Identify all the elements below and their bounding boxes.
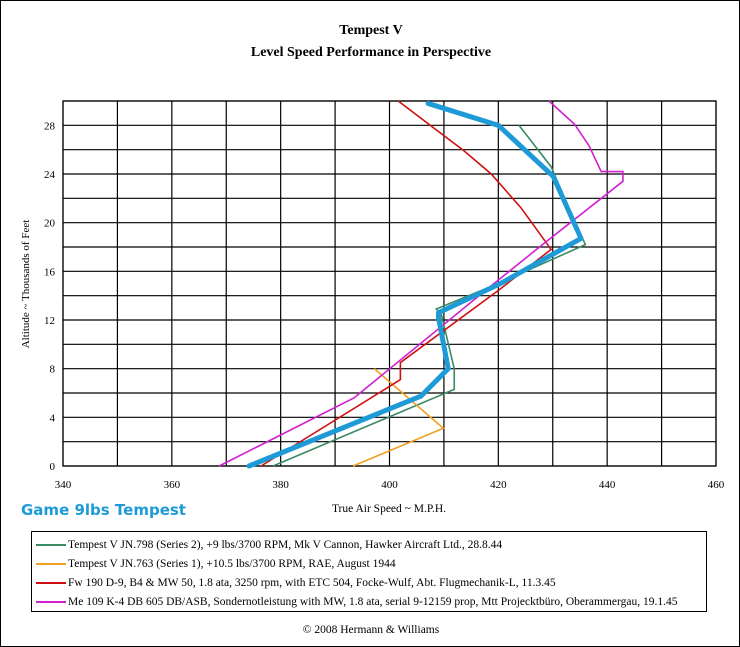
legend-label: Me 109 K-4 DB 605 DB/ASB, Sondernotleist… bbox=[68, 595, 678, 608]
legend-swatch bbox=[36, 543, 66, 546]
x-tick-label: 340 bbox=[55, 479, 72, 491]
game-overlay-line bbox=[246, 100, 584, 469]
plot-border bbox=[62, 100, 717, 467]
x-tick-label: 400 bbox=[381, 479, 398, 491]
legend-item: Me 109 K-4 DB 605 DB/ASB, Sondernotleist… bbox=[36, 592, 706, 611]
y-tick-label: 28 bbox=[44, 120, 56, 132]
copyright: © 2008 Hermann & Williams bbox=[302, 624, 440, 636]
legend-swatch bbox=[36, 562, 66, 565]
x-tick-label: 420 bbox=[490, 479, 507, 491]
y-axis-label: Altitude ~ Thousands of Feet bbox=[20, 220, 32, 349]
y-tick-label: 16 bbox=[44, 266, 56, 278]
x-axis-label: True Air Speed ~ M.P.H. bbox=[332, 503, 446, 515]
y-tick-label: 12 bbox=[44, 315, 55, 327]
legend-item: Tempest V JN.798 (Series 2), +9 lbs/3700… bbox=[36, 535, 706, 554]
x-tick-label: 460 bbox=[708, 479, 725, 491]
y-tick-label: 24 bbox=[44, 169, 56, 181]
x-tick-label: 380 bbox=[272, 479, 289, 491]
legend-label: Tempest V JN.763 (Series 1), +10.5 lbs/3… bbox=[68, 557, 396, 570]
game-annotation: Game 9lbs Tempest bbox=[21, 501, 186, 519]
x-tick-label: 360 bbox=[164, 479, 181, 491]
legend-label: Tempest V JN.798 (Series 2), +9 lbs/3700… bbox=[68, 538, 503, 551]
series-line-2 bbox=[260, 100, 553, 467]
chart-title: Tempest V bbox=[339, 23, 403, 38]
series-line-1 bbox=[352, 368, 445, 467]
y-tick-label: 4 bbox=[50, 412, 56, 424]
y-tick-label: 8 bbox=[50, 364, 56, 376]
legend-item: Fw 190 D-9, B4 & MW 50, 1.8 ata, 3250 rp… bbox=[36, 573, 706, 592]
series-line-3 bbox=[218, 100, 624, 467]
legend-swatch bbox=[36, 581, 66, 584]
legend-swatch bbox=[36, 600, 66, 603]
chart-subtitle: Level Speed Performance in Perspective bbox=[250, 45, 492, 60]
x-tick-label: 440 bbox=[599, 479, 616, 491]
legend-item: Tempest V JN.763 (Series 1), +10.5 lbs/3… bbox=[36, 554, 706, 573]
legend: Tempest V JN.798 (Series 2), +9 lbs/3700… bbox=[31, 531, 707, 612]
y-tick-label: 0 bbox=[50, 461, 56, 473]
plot-area: Altitude ~ Thousands of Feet True Air Sp… bbox=[20, 100, 725, 515]
legend-label: Fw 190 D-9, B4 & MW 50, 1.8 ata, 3250 rp… bbox=[68, 576, 556, 589]
y-tick-label: 20 bbox=[44, 218, 56, 230]
